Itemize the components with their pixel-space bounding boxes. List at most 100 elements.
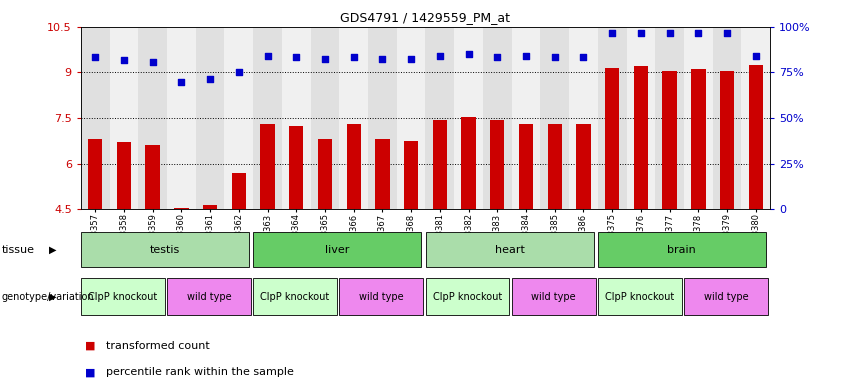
Bar — [634, 66, 648, 209]
Bar — [626, 27, 655, 209]
Bar — [289, 126, 304, 209]
Text: brain: brain — [667, 245, 696, 255]
Bar — [138, 27, 167, 209]
Bar — [597, 27, 626, 209]
Bar — [720, 71, 734, 209]
Bar — [81, 232, 248, 267]
Point — [117, 57, 131, 63]
Text: ClpP knockout: ClpP knockout — [433, 291, 502, 302]
Bar — [231, 173, 246, 209]
Bar — [540, 27, 569, 209]
Text: liver: liver — [325, 245, 350, 255]
Text: testis: testis — [150, 245, 180, 255]
Point — [749, 53, 762, 59]
Text: ClpP knockout: ClpP knockout — [605, 291, 674, 302]
Text: heart: heart — [494, 245, 524, 255]
Point — [318, 56, 332, 62]
Point — [146, 59, 159, 65]
Bar — [254, 232, 421, 267]
Point — [663, 30, 677, 36]
Bar — [225, 27, 254, 209]
Point — [462, 51, 476, 57]
Bar — [712, 27, 741, 209]
Bar — [167, 278, 251, 315]
Bar — [426, 278, 510, 315]
Bar — [547, 124, 562, 209]
Bar — [368, 27, 397, 209]
Bar — [519, 124, 534, 209]
Bar — [254, 278, 337, 315]
Bar — [454, 27, 483, 209]
Title: GDS4791 / 1429559_PM_at: GDS4791 / 1429559_PM_at — [340, 11, 511, 24]
Bar — [432, 119, 447, 209]
Bar — [340, 278, 423, 315]
Text: ■: ■ — [85, 341, 95, 351]
Bar — [483, 27, 511, 209]
Point — [232, 70, 246, 76]
Point — [289, 54, 303, 60]
Point — [347, 54, 361, 60]
Text: ■: ■ — [85, 367, 95, 377]
Point — [490, 54, 504, 60]
Bar — [117, 142, 131, 209]
Point — [433, 53, 447, 59]
Bar — [511, 278, 596, 315]
Bar — [317, 139, 332, 209]
Bar — [511, 27, 540, 209]
Bar — [375, 139, 390, 209]
Point — [548, 54, 562, 60]
Point — [634, 30, 648, 36]
Bar — [597, 232, 766, 267]
Bar — [691, 70, 705, 209]
Point — [605, 30, 619, 36]
Text: transformed count: transformed count — [106, 341, 210, 351]
Text: tissue: tissue — [2, 245, 35, 255]
Bar — [397, 27, 426, 209]
Bar — [88, 139, 102, 209]
Bar — [174, 208, 189, 209]
Point — [692, 30, 705, 36]
Text: genotype/variation: genotype/variation — [2, 291, 94, 302]
Bar — [81, 278, 165, 315]
Bar — [684, 278, 768, 315]
Bar — [576, 124, 591, 209]
Text: wild type: wild type — [704, 291, 748, 302]
Text: ▶: ▶ — [49, 245, 57, 255]
Text: wild type: wild type — [186, 291, 231, 302]
Bar — [461, 117, 476, 209]
Point — [577, 54, 591, 60]
Text: ClpP knockout: ClpP knockout — [89, 291, 157, 302]
Text: wild type: wild type — [531, 291, 576, 302]
Bar — [426, 232, 593, 267]
Bar — [426, 27, 454, 209]
Point — [720, 30, 734, 36]
Point — [260, 53, 274, 59]
Bar — [167, 27, 196, 209]
Point — [519, 53, 533, 59]
Bar — [597, 278, 682, 315]
Bar — [260, 124, 275, 209]
Bar — [655, 27, 684, 209]
Bar — [254, 27, 282, 209]
Point — [404, 56, 418, 62]
Bar — [346, 124, 361, 209]
Bar — [662, 71, 677, 209]
Point — [203, 76, 217, 82]
Bar — [741, 27, 770, 209]
Bar — [605, 68, 620, 209]
Point — [174, 79, 188, 85]
Bar — [569, 27, 598, 209]
Text: percentile rank within the sample: percentile rank within the sample — [106, 367, 294, 377]
Text: wild type: wild type — [359, 291, 403, 302]
Text: ▶: ▶ — [49, 291, 57, 302]
Bar — [146, 146, 160, 209]
Bar — [196, 27, 225, 209]
Bar — [110, 27, 138, 209]
Bar — [684, 27, 713, 209]
Text: ClpP knockout: ClpP knockout — [260, 291, 329, 302]
Bar — [340, 27, 368, 209]
Bar — [490, 119, 505, 209]
Bar — [749, 65, 763, 209]
Bar — [203, 205, 217, 209]
Bar — [404, 141, 419, 209]
